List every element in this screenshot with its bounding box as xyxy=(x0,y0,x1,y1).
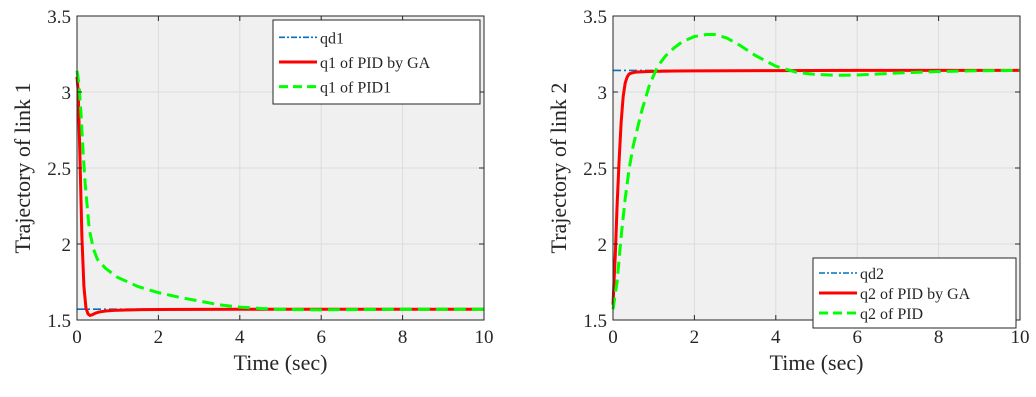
chart-link-1: 0 2 4 6 8 10 1.5 2 2.5 3 3.5 Time (sec) Trajectory o… xyxy=(10,7,494,375)
y-tick-label: 2 xyxy=(598,235,608,256)
legend-label-3: q1 of PID1 xyxy=(320,80,391,97)
y-tick-label: 2.5 xyxy=(47,159,71,180)
y-axis-label: Trajectory of link 1 xyxy=(10,83,35,254)
x-tick-label: 2 xyxy=(690,327,700,348)
x-axis-label: Time (sec) xyxy=(770,350,864,375)
x-tick-label: 4 xyxy=(771,327,781,348)
y-tick-label: 2 xyxy=(62,235,72,256)
x-tick-label: 6 xyxy=(852,327,862,348)
x-tick-label: 10 xyxy=(475,327,494,348)
legend-label-1: qd2 xyxy=(860,266,884,283)
legend-label-2: q2 of PID by GA xyxy=(860,286,971,303)
x-tick-label: 8 xyxy=(934,327,944,348)
legend-label-2: q1 of PID by GA xyxy=(320,55,431,72)
x-tick-label: 8 xyxy=(398,327,408,348)
y-tick-label: 3 xyxy=(62,83,72,104)
x-tick-label: 6 xyxy=(316,327,326,348)
legend-label-3: q2 of PID xyxy=(860,306,923,323)
x-tick-label: 0 xyxy=(608,327,618,348)
y-tick-label: 1.5 xyxy=(47,311,71,332)
y-tick-label: 3 xyxy=(598,83,608,104)
y-tick-label: 2.5 xyxy=(583,159,607,180)
legend: qd2 q2 of PID by GA q2 of PID xyxy=(813,258,1016,328)
x-tick-label: 4 xyxy=(235,327,245,348)
y-axis-label: Trajectory of link 2 xyxy=(546,83,571,254)
y-tick-label: 3.5 xyxy=(583,7,607,28)
x-tick-label: 2 xyxy=(154,327,164,348)
legend-label-1: qd1 xyxy=(320,30,344,47)
x-tick-label: 0 xyxy=(72,327,82,348)
chart-link-2: 0 2 4 6 8 10 1.5 2 2.5 3 3.5 Time (sec) Trajectory o… xyxy=(546,7,1030,375)
x-axis-label: Time (sec) xyxy=(234,350,328,375)
y-tick-label: 3.5 xyxy=(47,7,71,28)
legend: qd1 q1 of PID by GA q1 of PID1 xyxy=(273,20,480,104)
x-tick-label: 10 xyxy=(1011,327,1030,348)
y-tick-label: 1.5 xyxy=(583,311,607,332)
